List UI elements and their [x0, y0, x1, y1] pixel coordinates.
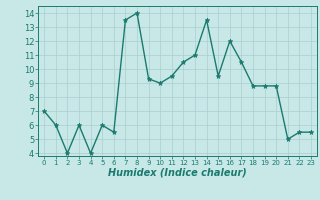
X-axis label: Humidex (Indice chaleur): Humidex (Indice chaleur)	[108, 168, 247, 178]
